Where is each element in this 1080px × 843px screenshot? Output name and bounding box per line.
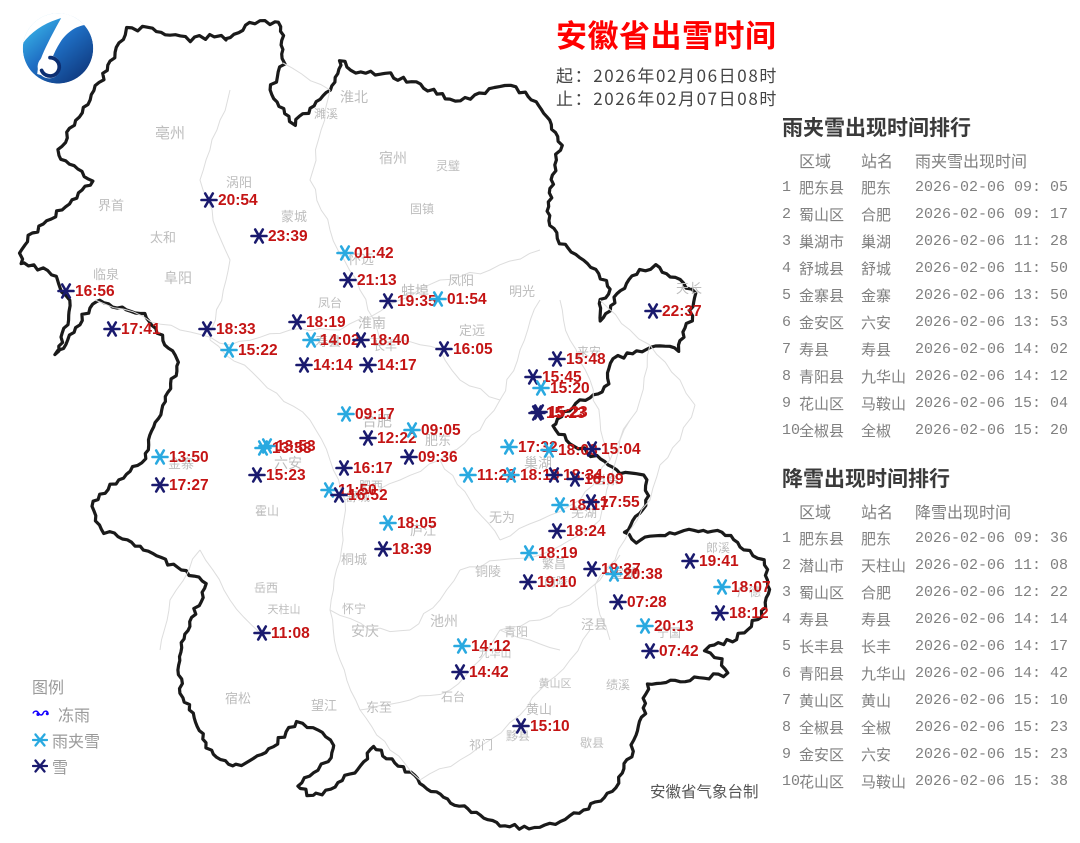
- svg-text:18:07: 18:07: [731, 579, 771, 596]
- svg-text:09:36: 09:36: [418, 449, 458, 466]
- svg-text:祁门: 祁门: [469, 736, 493, 753]
- svg-text:安庆: 安庆: [351, 621, 379, 641]
- svg-text:14:14: 14:14: [313, 357, 353, 374]
- svg-text:灵璧: 灵璧: [436, 157, 460, 174]
- svg-text:蒙城: 蒙城: [281, 206, 307, 225]
- svg-text:19:35: 19:35: [397, 293, 437, 310]
- svg-text:15:22: 15:22: [238, 342, 278, 359]
- svg-text:14:17: 14:17: [377, 357, 417, 374]
- svg-text:固镇: 固镇: [410, 200, 434, 217]
- svg-text:歇县: 歇县: [580, 734, 604, 751]
- svg-text:淮北: 淮北: [340, 87, 368, 107]
- svg-text:天长: 天长: [676, 278, 702, 297]
- svg-text:定远: 定远: [459, 320, 485, 339]
- svg-text:池州: 池州: [430, 611, 458, 631]
- svg-text:泾县: 泾县: [581, 614, 607, 633]
- svg-text:18:05: 18:05: [397, 515, 437, 532]
- svg-text:20:38: 20:38: [623, 566, 663, 583]
- svg-text:临泉: 临泉: [93, 264, 119, 283]
- svg-text:亳州: 亳州: [155, 122, 185, 143]
- svg-text:07:28: 07:28: [627, 594, 667, 611]
- svg-text:凤阳: 凤阳: [448, 270, 474, 289]
- svg-text:15:23: 15:23: [266, 467, 306, 484]
- svg-text:桐城: 桐城: [341, 549, 367, 568]
- svg-text:16:05: 16:05: [453, 341, 493, 358]
- svg-text:霍山: 霍山: [255, 502, 279, 519]
- svg-text:望江: 望江: [311, 695, 337, 714]
- svg-text:21:13: 21:13: [357, 272, 397, 289]
- svg-text:黄山区: 黄山区: [539, 675, 572, 691]
- svg-text:淮南: 淮南: [358, 313, 386, 333]
- svg-text:怀宁: 怀宁: [342, 600, 366, 617]
- svg-text:20:54: 20:54: [218, 192, 258, 209]
- svg-text:18:33: 18:33: [216, 321, 256, 338]
- svg-text:绩溪: 绩溪: [606, 676, 630, 693]
- svg-text:13:53: 13:53: [272, 440, 312, 457]
- svg-text:石台: 石台: [441, 688, 465, 705]
- svg-text:11:08: 11:08: [271, 625, 310, 642]
- svg-text:14:42: 14:42: [469, 664, 509, 681]
- svg-text:18:12: 18:12: [729, 605, 769, 622]
- svg-text:涡阳: 涡阳: [226, 172, 252, 191]
- svg-text:20:13: 20:13: [654, 618, 694, 635]
- svg-text:09:05: 09:05: [421, 422, 461, 439]
- svg-text:天柱山: 天柱山: [268, 601, 301, 617]
- svg-text:16:56: 16:56: [75, 283, 115, 300]
- svg-text:15:10: 15:10: [530, 718, 570, 735]
- svg-text:16:09: 16:09: [584, 471, 624, 488]
- svg-text:太和: 太和: [150, 227, 176, 246]
- svg-text:阜阳: 阜阳: [164, 268, 192, 288]
- svg-text:22:37: 22:37: [662, 303, 702, 320]
- svg-text:16:52: 16:52: [348, 487, 388, 504]
- svg-text:17:41: 17:41: [121, 321, 161, 338]
- svg-text:18:39: 18:39: [392, 541, 432, 558]
- svg-text:07:42: 07:42: [659, 643, 699, 660]
- svg-text:15:04: 15:04: [601, 441, 641, 458]
- svg-text:15:20: 15:20: [550, 380, 590, 397]
- svg-text:黄山: 黄山: [526, 699, 552, 718]
- svg-text:17:27: 17:27: [169, 477, 209, 494]
- svg-text:19:10: 19:10: [537, 574, 577, 591]
- svg-text:18:24: 18:24: [566, 523, 606, 540]
- svg-text:15:23: 15:23: [548, 404, 588, 421]
- svg-text:15:48: 15:48: [566, 351, 606, 368]
- svg-text:13:50: 13:50: [169, 449, 209, 466]
- svg-text:宿州: 宿州: [379, 148, 407, 168]
- svg-text:18:40: 18:40: [370, 332, 410, 349]
- svg-text:01:54: 01:54: [447, 291, 487, 308]
- svg-text:01:42: 01:42: [354, 245, 394, 262]
- svg-text:明光: 明光: [509, 281, 535, 300]
- svg-text:无为: 无为: [489, 507, 515, 526]
- svg-text:岳西: 岳西: [254, 579, 278, 596]
- svg-text:16:17: 16:17: [353, 460, 393, 477]
- svg-text:宿松: 宿松: [225, 688, 251, 707]
- svg-text:濉溪: 濉溪: [314, 105, 338, 122]
- svg-text:铜陵: 铜陵: [475, 561, 501, 580]
- svg-text:东至: 东至: [366, 697, 392, 716]
- svg-text:14:12: 14:12: [471, 638, 511, 655]
- svg-text:18:19: 18:19: [538, 545, 578, 562]
- svg-text:09:17: 09:17: [355, 406, 395, 423]
- svg-text:17:55: 17:55: [600, 494, 640, 511]
- svg-text:19:41: 19:41: [699, 553, 739, 570]
- svg-text:界首: 界首: [98, 195, 124, 214]
- svg-text:凤台: 凤台: [318, 294, 342, 311]
- svg-text:18:19: 18:19: [306, 314, 346, 331]
- svg-text:23:39: 23:39: [268, 228, 308, 245]
